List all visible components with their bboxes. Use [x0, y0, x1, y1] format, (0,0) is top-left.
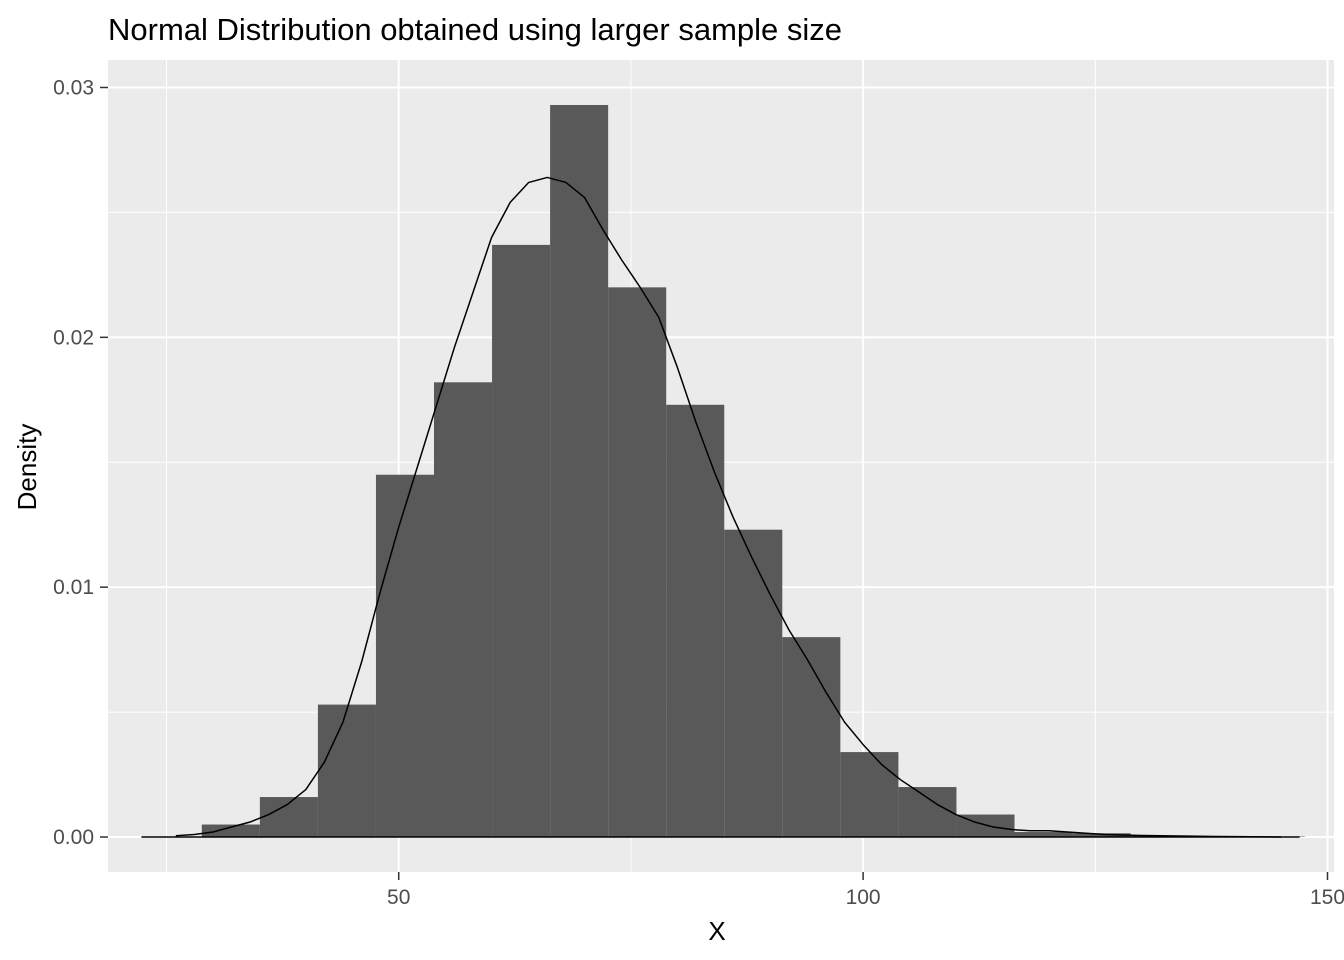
histogram-bar	[782, 637, 841, 838]
x-axis: 50 100 150	[387, 872, 1344, 909]
y-tick-label: 0.03	[53, 76, 94, 99]
histogram-bar	[666, 404, 725, 838]
histogram-bar	[434, 382, 493, 838]
x-tick-label: 50	[387, 886, 410, 909]
density-curve	[175, 176, 1282, 838]
y-axis-title: Density	[12, 424, 42, 511]
histogram-bar	[1014, 832, 1073, 838]
chart-title: Normal Distribution obtained using large…	[108, 12, 842, 47]
y-axis: 0.00 0.01 0.02 0.03	[53, 76, 108, 849]
histogram-bar	[492, 244, 551, 838]
histogram-bar	[375, 474, 435, 838]
x-axis-title: X	[708, 916, 725, 946]
histogram-bar	[898, 787, 957, 838]
histogram-bar	[1072, 833, 1131, 838]
histogram-bar	[550, 104, 609, 838]
x-tick-label: 100	[846, 886, 881, 909]
histogram-bar	[724, 529, 783, 838]
x-tick-label: 150	[1310, 886, 1344, 909]
histogram-bars	[201, 104, 1305, 838]
y-tick-label: 0.02	[53, 326, 94, 349]
histogram-bar	[608, 287, 667, 838]
histogram-bar	[840, 752, 899, 838]
histogram-bar	[201, 824, 260, 838]
histogram-bar	[317, 704, 376, 838]
y-tick-label: 0.00	[53, 826, 94, 849]
density-curve-group	[141, 176, 1300, 838]
y-tick-label: 0.01	[53, 576, 94, 599]
